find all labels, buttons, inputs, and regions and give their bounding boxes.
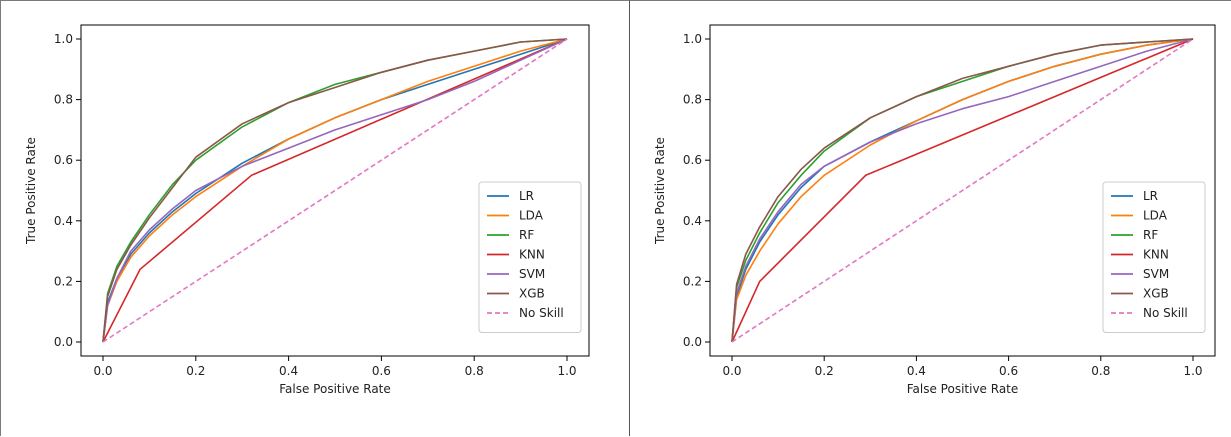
- legend-label-lr: LR: [519, 189, 534, 203]
- x-tick-label: 0.6: [372, 364, 391, 378]
- y-axis-label: True Positive Rate: [24, 137, 38, 245]
- legend-label-svm: SVM: [519, 267, 545, 281]
- x-tick-label: 1.0: [557, 364, 576, 378]
- x-tick-label: 0.0: [93, 364, 112, 378]
- x-tick-label: 0.4: [907, 364, 926, 378]
- left-chart-panel: 0.0 0.2 0.4 0.6 0.8 1.0 0.0 0.2 0.4 0.6 0.8 1.0 Fals…: [0, 0, 630, 436]
- roc-chart-left: 0.0 0.2 0.4 0.6 0.8 1.0 0.0 0.2 0.4 0.6 0.8 1.0 Fals…: [1, 1, 631, 437]
- y-tick-label: 0.6: [54, 153, 73, 167]
- legend-label-knn: KNN: [519, 248, 545, 262]
- x-tick-label: 0.2: [186, 364, 205, 378]
- x-tick-label: 0.6: [999, 364, 1018, 378]
- y-tick-label: 1.0: [683, 32, 702, 46]
- legend-label-xgb: XGB: [519, 287, 545, 301]
- y-tick-label: 0.2: [683, 274, 702, 288]
- legend: LR LDA RF KNN SVM XGB No Skill: [479, 182, 581, 333]
- x-axis-label: False Positive Rate: [279, 382, 391, 396]
- legend-label-lr: LR: [1143, 189, 1158, 203]
- legend-label-lda: LDA: [519, 209, 544, 223]
- legend-label-rf: RF: [1143, 228, 1158, 242]
- x-tick-label: 1.0: [1183, 364, 1202, 378]
- y-tick-label: 0.8: [54, 93, 73, 107]
- roc-chart-right: 0.0 0.2 0.4 0.6 0.8 1.0 0.0 0.2 0.4 0.6 0.8 1.0 Fals…: [630, 1, 1231, 437]
- y-tick-label: 0.0: [683, 335, 702, 349]
- legend-label-xgb: XGB: [1143, 287, 1169, 301]
- legend-label-knn: KNN: [1143, 248, 1169, 262]
- y-axis-label: True Positive Rate: [653, 137, 667, 245]
- x-axis-label: False Positive Rate: [907, 382, 1019, 396]
- y-tick-label: 0.2: [54, 274, 73, 288]
- y-tick-label: 0.6: [683, 153, 702, 167]
- y-tick-label: 0.8: [683, 93, 702, 107]
- y-tick-label: 0.4: [683, 214, 702, 228]
- x-tick-label: 0.4: [279, 364, 298, 378]
- legend-label-rf: RF: [519, 228, 534, 242]
- y-tick-label: 1.0: [54, 32, 73, 46]
- x-tick-label: 0.0: [722, 364, 741, 378]
- legend-label-svm: SVM: [1143, 267, 1169, 281]
- x-tick-label: 0.8: [465, 364, 484, 378]
- y-tick-label: 0.4: [54, 214, 73, 228]
- y-tick-label: 0.0: [54, 335, 73, 349]
- legend-label-no-skill: No Skill: [1143, 306, 1188, 320]
- x-tick-label: 0.2: [815, 364, 834, 378]
- legend-label-no-skill: No Skill: [519, 306, 564, 320]
- x-tick-label: 0.8: [1091, 364, 1110, 378]
- legend: LR LDA RF KNN SVM XGB No Skill: [1103, 182, 1205, 333]
- right-chart-panel: 0.0 0.2 0.4 0.6 0.8 1.0 0.0 0.2 0.4 0.6 0.8 1.0 Fals…: [630, 0, 1231, 436]
- legend-label-lda: LDA: [1143, 209, 1168, 223]
